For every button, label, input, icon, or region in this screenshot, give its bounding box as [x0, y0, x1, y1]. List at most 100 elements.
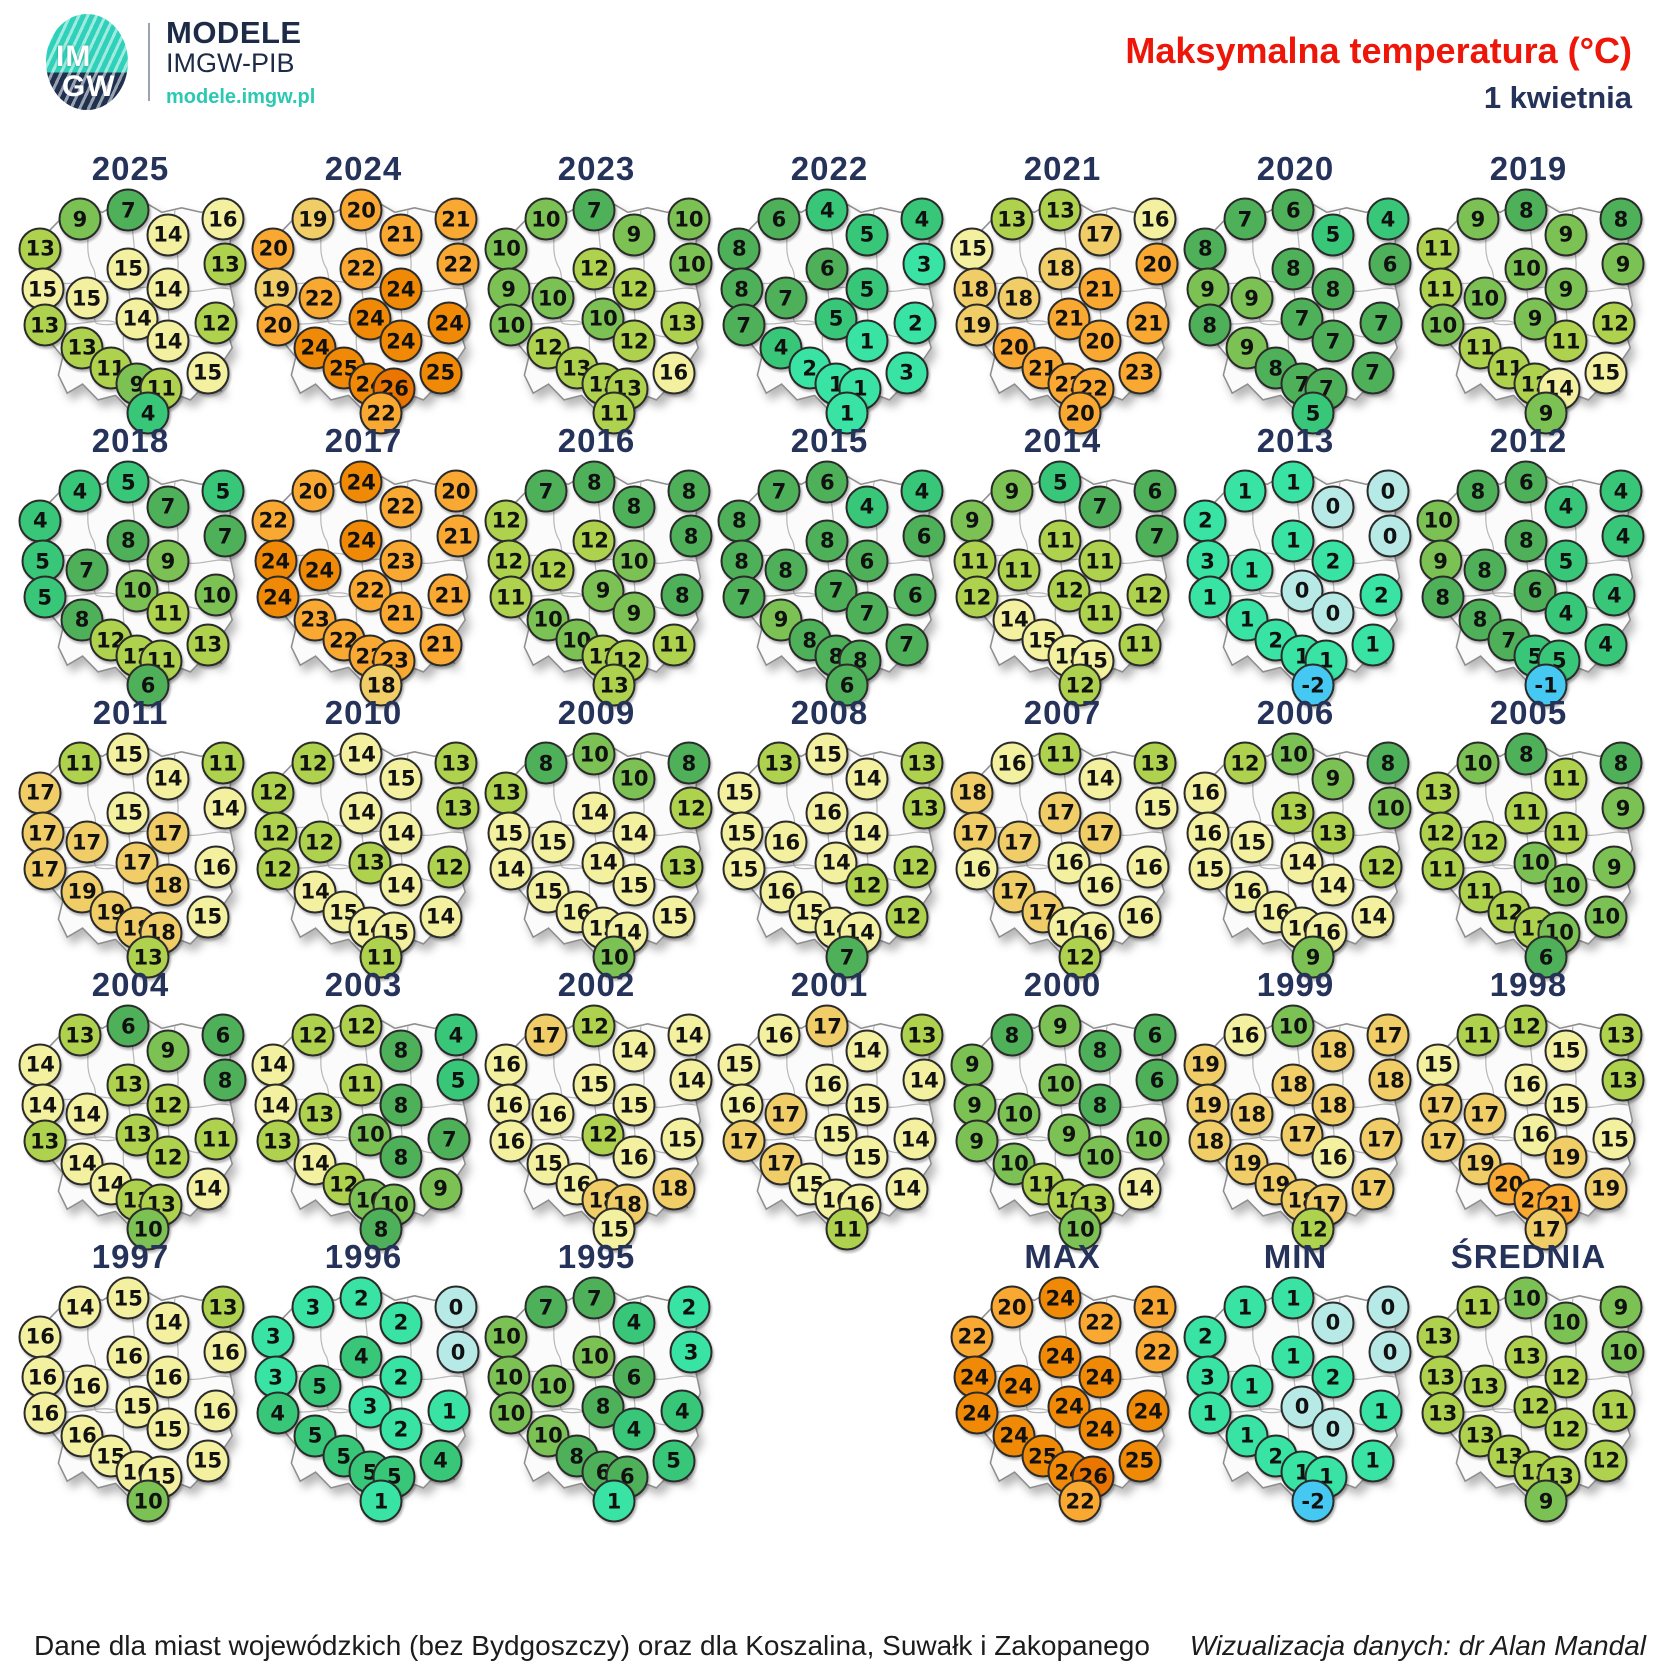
- map-title: 1998: [1489, 966, 1568, 1003]
- temp-marker-warszawa: 16: [146, 1355, 190, 1399]
- temp-marker-gdansk: 12: [1504, 1004, 1548, 1048]
- temp-marker-lodz: 0: [1280, 569, 1324, 613]
- temp-marker-bialystok: 15: [1135, 786, 1179, 830]
- temp-marker-koszalin: 11: [58, 741, 102, 785]
- temp-marker-zielona-gora: 17: [23, 847, 67, 891]
- temp-marker-rzeszow: 16: [1118, 895, 1161, 939]
- temp-marker-zakopane: 11: [592, 391, 636, 435]
- temp-marker-szczecin: 9: [950, 499, 994, 542]
- temp-marker-olsztyn: 14: [146, 757, 190, 801]
- temp-marker-koszalin: 12: [291, 741, 335, 785]
- temp-marker-poznan: 24: [997, 1364, 1040, 1408]
- temp-marker-lublin: 9: [1592, 845, 1636, 889]
- temp-marker-kielce: 8: [379, 1135, 423, 1179]
- temp-marker-zakopane: 6: [825, 663, 869, 707]
- temp-marker-szczecin: 22: [950, 1315, 994, 1358]
- temp-marker-gdansk: 8: [572, 460, 616, 504]
- temp-marker-koszalin: 8: [524, 741, 568, 785]
- temp-marker-zakopane: -2: [1291, 663, 1335, 707]
- temp-marker-gorzow: 14: [254, 1083, 297, 1127]
- map-tile-2000: 2000 9 8 9 8 6 6 9 10 10 8 9 9 10 10 10 11 12 13 14 10: [946, 964, 1179, 1251]
- temp-marker-zakopane: 9: [1524, 1479, 1568, 1523]
- map-tile-2012: 2012 10 8 6 4 4 4 9 8 8 5 8 6 4 8 4 7 5 5 4 -1: [1412, 420, 1645, 707]
- temp-marker-szczecin: 17: [18, 771, 62, 814]
- temp-marker-kielce: 11: [1544, 319, 1588, 363]
- temp-marker-warszawa: 6: [845, 539, 889, 583]
- temp-marker-olsztyn: 8: [1078, 1029, 1122, 1073]
- temp-marker-rzeszow: 15: [652, 895, 695, 939]
- temp-marker-szczecin: 14: [18, 1043, 62, 1086]
- temp-marker-gorzow: 11: [1419, 267, 1462, 311]
- map-canvas: 16 12 10 9 8 10 16 15 13 13 15 14 12 16 14 16 16 16 14 9: [1183, 732, 1412, 979]
- map-canvas: 15 13 13 17 16 20 18 18 18 21 19 21 21 20 20 21 22 22 23 20: [950, 188, 1179, 435]
- map-canvas: 12 7 8 8 8 8 12 12 12 10 11 9 8 10 9 10 12 12 11 13: [484, 460, 713, 707]
- temp-marker-torun: 24: [1038, 1335, 1082, 1379]
- temp-marker-poznan: 12: [298, 820, 341, 864]
- temp-marker-bialystok: 0: [1368, 1330, 1412, 1374]
- temp-marker-zielona-gora: 11: [489, 575, 533, 619]
- map-tile-2010: 2010 12 12 14 15 13 13 12 12 14 14 12 13 12 14 14 15 14 1…: [247, 692, 480, 979]
- temp-marker-kielce: 16: [1078, 863, 1122, 907]
- map-canvas: 2 1 1 0 0 0 3 1 1 2 1 0 1 1 0 2 1 1 1 -2: [1183, 1276, 1412, 1523]
- temp-marker-koszalin: 8: [990, 1013, 1034, 1057]
- temp-marker-rzeszow: 10: [1584, 895, 1627, 939]
- temp-marker-kielce: 20: [1078, 319, 1122, 363]
- temp-marker-zakopane: 13: [126, 935, 170, 979]
- temp-marker-poznan: 18: [1230, 1092, 1273, 1136]
- temp-marker-bialystok: 8: [669, 514, 713, 558]
- temp-marker-olsztyn: 7: [146, 485, 190, 529]
- temp-marker-opole: 11: [1021, 1162, 1065, 1206]
- temp-marker-zakopane: 12: [1058, 935, 1102, 979]
- temp-marker-rzeszow: 15: [186, 895, 229, 939]
- temp-marker-lodz: 13: [348, 841, 392, 885]
- map-tile-2025: 2025 13 9 7 14 16 13 15 15 15 14 13 14 12 13 14 11 9 11 15…: [14, 148, 247, 435]
- map-tile-2001: 2001 15 16 17 14 13 14 16 17 16 15 17 15 14 17 15 15 16 1…: [713, 964, 946, 1251]
- temp-marker-kielce: 11: [1078, 591, 1122, 635]
- map-title: 2023: [557, 150, 636, 187]
- temp-marker-kielce: 21: [379, 591, 423, 635]
- temp-marker-zielona-gora: 13: [1421, 1391, 1465, 1435]
- map-title: 2000: [1023, 966, 1102, 1003]
- temp-marker-kielce: 4: [612, 1407, 656, 1451]
- temp-marker-koszalin: 10: [524, 197, 568, 241]
- temp-marker-rzeszow: 14: [419, 895, 462, 939]
- temp-marker-rzeszow: 3: [885, 351, 928, 395]
- map-canvas: 10 7 7 4 2 3 10 10 10 6 10 8 4 10 4 8 6 6 5 1: [484, 1276, 713, 1523]
- temp-marker-olsztyn: 10: [1544, 1301, 1588, 1345]
- temp-marker-torun: 1: [1271, 1335, 1315, 1379]
- temp-marker-gdansk: 8: [1504, 732, 1548, 776]
- temp-marker-zakopane: 11: [825, 1207, 869, 1251]
- temp-marker-poznan: 17: [997, 820, 1040, 864]
- temp-marker-torun: 12: [572, 247, 616, 291]
- temp-marker-torun: 18: [1271, 1063, 1315, 1107]
- temp-marker-koszalin: 11: [1456, 1285, 1500, 1329]
- map-tile-1999: 1999 19 16 10 18 17 18 19 18 18 18 18 17 17 19 16 19 18 1…: [1179, 964, 1412, 1251]
- map-title: 2009: [557, 694, 636, 731]
- temp-marker-warszawa: 5: [845, 267, 889, 311]
- temp-marker-zielona-gora: 12: [955, 575, 999, 619]
- map-title: 2007: [1023, 694, 1102, 731]
- map-title: 2005: [1489, 694, 1568, 731]
- temp-marker-torun: 4: [339, 1335, 383, 1379]
- temp-marker-koszalin: 11: [1456, 1013, 1500, 1057]
- temp-marker-kielce: 18: [146, 863, 190, 907]
- temp-marker-zielona-gora: 10: [489, 1391, 533, 1435]
- temp-marker-poznan: 10: [531, 1364, 574, 1408]
- temp-marker-zielona-gora: 1: [1188, 575, 1232, 619]
- temp-marker-rzeszow: 7: [1351, 351, 1394, 395]
- temp-marker-rzeszow: 25: [1118, 1439, 1161, 1483]
- temp-marker-lodz: 10: [115, 569, 159, 613]
- map-title: 2014: [1023, 422, 1102, 459]
- temp-marker-torun: 16: [805, 791, 849, 835]
- temp-marker-warszawa: 11: [1078, 539, 1122, 583]
- temp-marker-szczecin: 9: [950, 1043, 994, 1086]
- temp-marker-poznan: 8: [764, 548, 807, 592]
- map-title: 2024: [324, 150, 403, 187]
- temp-marker-szczecin: 8: [1183, 227, 1227, 270]
- temp-marker-warszawa: 10: [612, 539, 656, 583]
- temp-marker-rzeszow: 11: [652, 623, 695, 667]
- map-tile-2004: 2004 14 13 6 9 6 8 14 14 13 12 13 13 11 14 12 14 13 13 14 1…: [14, 964, 247, 1251]
- temp-marker-bialystok: 3: [669, 1330, 713, 1374]
- map-canvas: 2 1 1 0 0 0 3 1 1 2 1 0 2 1 0 2 1 1 1 -2: [1183, 460, 1412, 707]
